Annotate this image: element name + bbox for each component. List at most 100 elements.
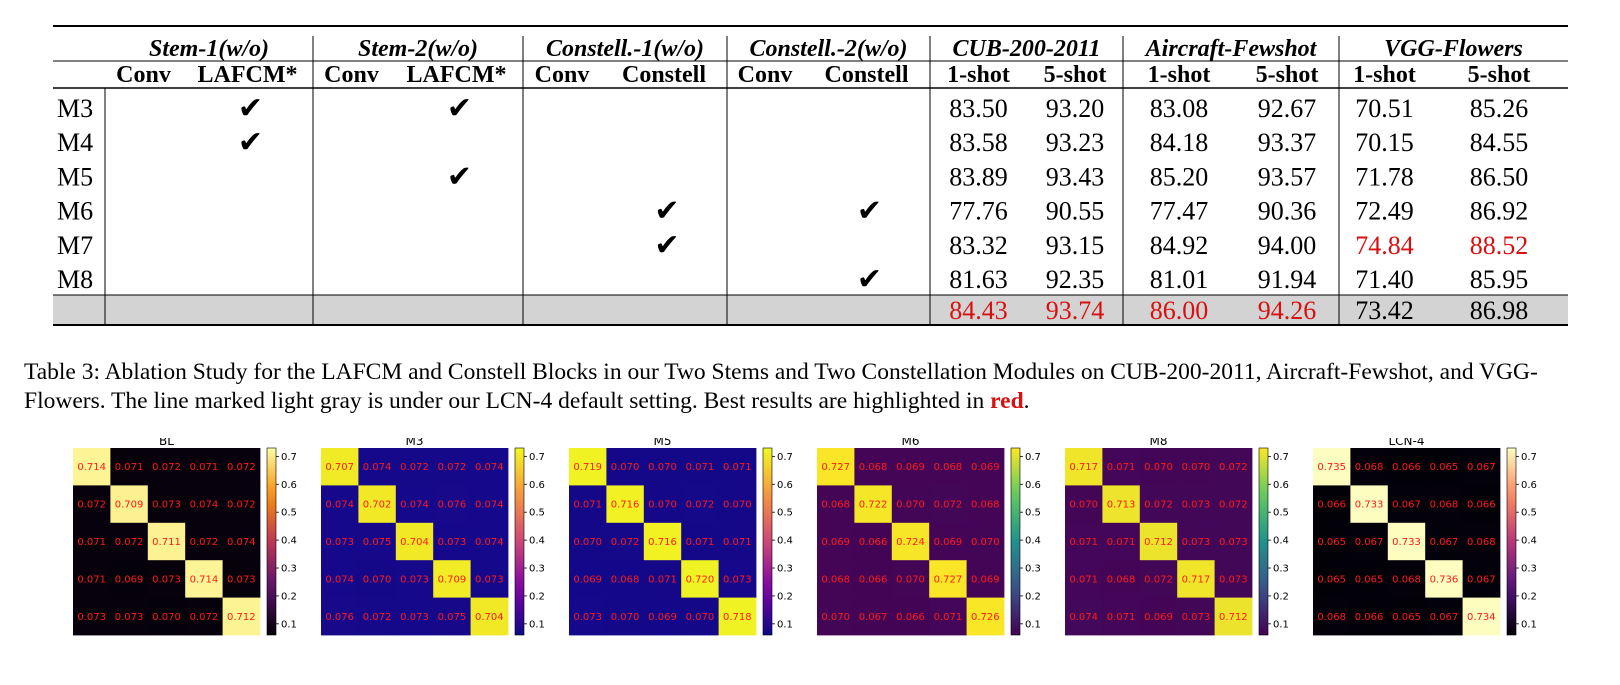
colorbar-tick-label: 0.1 <box>281 619 297 630</box>
heatmap-cell-label: 0.067 <box>1355 537 1384 548</box>
heatmap-cell-label: 0.714 <box>190 574 219 585</box>
heatmap-cell-label: 0.068 <box>1467 537 1496 548</box>
caption-end: . <box>1023 388 1030 414</box>
check-mark: ✔ <box>238 91 263 126</box>
heatmap-cell-label: 0.071 <box>190 462 219 473</box>
heatmap-cell-label: 0.066 <box>1392 462 1421 473</box>
heatmap-cell <box>147 485 186 524</box>
heatmap-cell-label: 0.070 <box>363 574 392 585</box>
heatmap-cell <box>147 522 186 561</box>
value-cell: 71.40 <box>1355 265 1414 294</box>
heatmap-cell <box>110 448 149 486</box>
heatmap-cell-label: 0.070 <box>896 574 925 585</box>
heatmap-cell <box>1387 485 1426 524</box>
value-cell: 85.95 <box>1470 265 1529 294</box>
heatmap-cell <box>854 522 893 561</box>
heatmap-cell-label: 0.073 <box>152 574 181 585</box>
colorbar-tick-label: 0.3 <box>1521 564 1537 575</box>
heatmap-cell-label: 0.071 <box>1107 612 1136 623</box>
heatmap-cell <box>321 560 359 598</box>
heatmap-cell <box>891 522 930 561</box>
heatmap-cell-label: 0.072 <box>77 500 106 511</box>
ablation-table: Stem-1(w/o) Stem-2(w/o) Constell.-1(w/o) Co… <box>53 25 1568 326</box>
heatmap-cell <box>358 597 397 636</box>
heatmap-cell <box>606 560 645 598</box>
heatmap-cell <box>606 485 645 524</box>
value-cell: 90.55 <box>1046 197 1105 226</box>
heatmap-cell <box>1387 597 1426 636</box>
heatmap-cell <box>817 485 855 524</box>
heatmap-cell <box>1214 522 1253 561</box>
colorbar-tick-label: 0.4 <box>1521 536 1537 547</box>
colorbar-tick-label: 0.5 <box>1521 508 1537 519</box>
heatmap-cell <box>1313 485 1351 524</box>
heatmap-cell <box>1425 560 1463 598</box>
colorbar-tick-label: 0.6 <box>1521 480 1537 491</box>
heatmap-cell <box>643 522 682 561</box>
heatmap-cell-label: 0.075 <box>438 612 467 623</box>
heatmap-cell-label: 0.070 <box>971 537 1000 548</box>
colorbar-tick-label: 0.1 <box>1521 619 1537 630</box>
group-header: Constell.-2(w/o) <box>749 36 907 62</box>
heatmap-cell <box>854 560 893 598</box>
heatmap-cell-label: 0.070 <box>821 612 850 623</box>
heatmap-cell-label: 0.074 <box>475 462 504 473</box>
heatmap-cell-label: 0.067 <box>1430 537 1459 548</box>
best-value-cell: 74.84 <box>1355 231 1414 260</box>
heatmap-cell <box>1462 560 1501 598</box>
check-mark: ✔ <box>447 159 472 194</box>
heatmap-cell <box>1065 597 1103 636</box>
colorbar-tick-label: 0.4 <box>281 536 297 547</box>
best-value-cell: 93.74 <box>1046 296 1105 325</box>
heatmap-cell <box>470 560 509 598</box>
sub-header: 1-shot <box>1148 62 1211 88</box>
heatmap-cell-label: 0.073 <box>400 612 429 623</box>
heatmap-cell-label: 0.074 <box>475 537 504 548</box>
colorbar-tick-label: 0.6 <box>1273 480 1289 491</box>
heatmap-cell-label: 0.071 <box>1069 574 1098 585</box>
heatmap-cell-label: 0.727 <box>821 462 850 473</box>
colorbar <box>1506 447 1517 636</box>
heatmap-cell <box>1139 597 1178 636</box>
heatmap-cell <box>606 597 645 636</box>
colorbar <box>1258 447 1269 636</box>
sub-header: 1-shot <box>947 62 1010 88</box>
heatmap-cell-label: 0.072 <box>1144 500 1173 511</box>
check-mark: ✔ <box>654 194 679 229</box>
value-cell: 93.37 <box>1258 128 1317 157</box>
heatmap-cell <box>1139 522 1178 561</box>
heatmap-cell-label: 0.071 <box>77 537 106 548</box>
heatmap-cell <box>222 448 261 486</box>
heatmap-cell-label: 0.065 <box>1355 574 1384 585</box>
heatmap-cell <box>854 485 893 524</box>
heatmap-cell <box>73 448 111 486</box>
heatmap-cell <box>1065 522 1103 561</box>
best-value-cell: 84.43 <box>949 296 1008 325</box>
heatmap-cell-label: 0.070 <box>573 537 602 548</box>
colorbar-tick-label: 0.5 <box>1025 508 1041 519</box>
heatmap-cell <box>854 597 893 636</box>
heatmap-cell <box>185 522 223 561</box>
heatmap-cell <box>1214 448 1253 486</box>
heatmap-cell <box>681 597 719 636</box>
heatmap-cell <box>929 522 967 561</box>
heatmap-cell <box>817 560 855 598</box>
sub-header: 1-shot <box>1353 62 1416 88</box>
heatmap-cell-label: 0.709 <box>115 500 144 511</box>
heatmap-cell <box>606 448 645 486</box>
heatmap-cell-label: 0.736 <box>1430 574 1459 585</box>
heatmap-cell <box>891 448 930 486</box>
heatmap-cell-label: 0.724 <box>896 537 925 548</box>
heatmap-cell-label: 0.712 <box>227 612 256 623</box>
heatmap-cell-label: 0.713 <box>1107 500 1136 511</box>
heatmap-title: M8 <box>1150 438 1168 448</box>
sub-header: LAFCM* <box>407 62 507 88</box>
colorbar-tick-label: 0.7 <box>777 452 793 463</box>
heatmap-cell <box>358 485 397 524</box>
heatmap-cell-label: 0.704 <box>475 612 504 623</box>
value-cell: 86.92 <box>1470 197 1529 226</box>
value-cell: 85.26 <box>1470 94 1529 123</box>
value-cell: 94.00 <box>1258 231 1317 260</box>
heatmap-cell <box>147 560 186 598</box>
colorbar-tick-label: 0.6 <box>281 480 297 491</box>
